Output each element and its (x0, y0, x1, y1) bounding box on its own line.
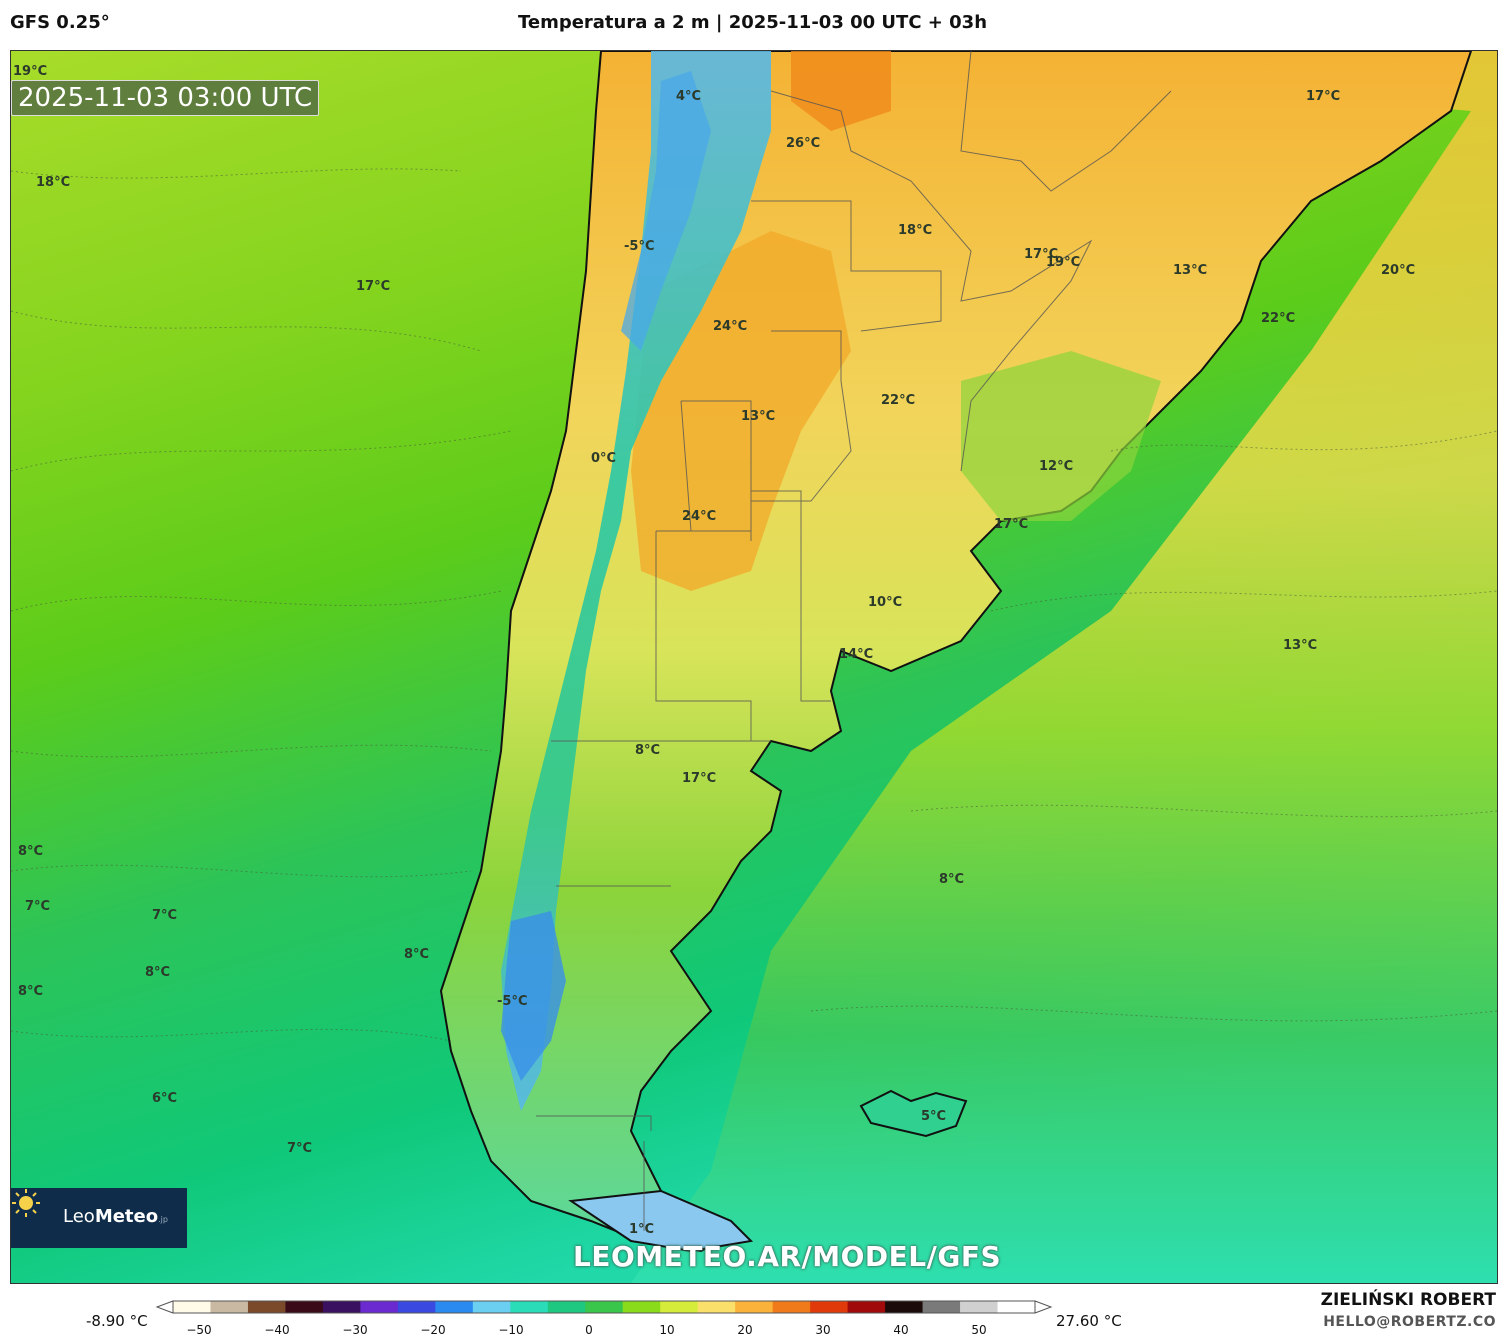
temp-label: 24°C (713, 319, 748, 334)
colorbar-left-arrow (155, 1300, 174, 1314)
colorbar-min: -8.90 °C (86, 1312, 148, 1330)
temp-label: 6°C (152, 1091, 178, 1106)
colorbar-swatch (735, 1301, 774, 1313)
atlantic-ocean (631, 51, 1497, 1283)
colorbar-swatch (397, 1301, 436, 1313)
falkland-islands (859, 1089, 968, 1138)
colorbar-tick-label: 40 (893, 1323, 909, 1337)
temp-label: -5°C (497, 994, 528, 1009)
colorbar-swatch (885, 1301, 924, 1313)
valid-time-badge: 2025-11-03 03:00 UTC (11, 80, 320, 116)
temp-label: 17°C (356, 279, 391, 294)
temp-label: 8°C (18, 984, 44, 999)
author-email: HELLO@ROBERTZ.CO (1323, 1314, 1496, 1330)
colorbar-tick-label: 10 (659, 1323, 675, 1337)
colorbar-swatch (772, 1301, 811, 1313)
colorbar-swatch (435, 1301, 474, 1313)
map-title: Temperatura a 2 m | 2025-11-03 00 UTC + … (517, 12, 988, 33)
temp-label: 13°C (1283, 638, 1318, 653)
logo-text: LeoMeteo.jp (63, 1206, 168, 1227)
colorbar-outline (172, 1300, 1036, 1314)
temp-label: 14°C (839, 647, 874, 662)
watermark-url: LEOMETEO.AR/MODEL/GFS (573, 1240, 1002, 1273)
temp-label: 17°C (1306, 89, 1341, 104)
temp-label: 26°C (786, 136, 821, 151)
colorbar-swatch (922, 1301, 961, 1313)
colorbar-tick-label: 0 (585, 1323, 593, 1337)
temp-label: 13°C (741, 409, 776, 424)
colorbar-swatch (847, 1301, 886, 1313)
temp-label: 19°C (13, 64, 48, 79)
colorbar-tick-label: −40 (264, 1323, 290, 1337)
tierra-del-fuego (568, 1189, 754, 1253)
colorbar-swatch (547, 1301, 586, 1313)
colorbar-tick-label: 30 (815, 1323, 831, 1337)
temp-label: 8°C (145, 965, 171, 980)
temp-label: 0°C (591, 451, 617, 466)
temp-label: 17°C (682, 771, 717, 786)
colorbar-swatch (285, 1301, 324, 1313)
borders (536, 51, 1172, 1231)
colorbar-right-arrow (1034, 1300, 1053, 1314)
colorbar-max: 27.60 °C (1056, 1312, 1122, 1330)
colorbar-swatch (173, 1301, 211, 1313)
colorbar (155, 1300, 1053, 1314)
temp-label: 12°C (1039, 459, 1074, 474)
temp-label: 18°C (898, 223, 933, 238)
temp-label: 17°C (994, 517, 1029, 532)
temp-label: 7°C (152, 908, 178, 923)
colorbar-tick-label: −30 (342, 1323, 368, 1337)
colorbar-swatch (960, 1301, 999, 1313)
temp-label: 20°C (1381, 263, 1416, 278)
temp-label: 22°C (881, 393, 916, 408)
colorbar-swatch (622, 1301, 661, 1313)
temp-label: 10°C (868, 595, 903, 610)
isotherms (11, 168, 1497, 1042)
temp-label: 18°C (36, 175, 71, 190)
colorbar-swatch (472, 1301, 511, 1313)
colorbar-tick-label: −20 (420, 1323, 446, 1337)
temp-label: 22°C (1261, 311, 1296, 326)
colorbar-swatch (247, 1301, 286, 1313)
colorbar-tick-label: −10 (498, 1323, 524, 1337)
temp-label: 8°C (404, 947, 430, 962)
colorbar-swatch (997, 1301, 1036, 1313)
colorbar-swatch (810, 1301, 849, 1313)
temp-label: -5°C (624, 239, 655, 254)
leometeo-logo[interactable]: LeoMeteo.jp (11, 1188, 187, 1248)
temp-label: 7°C (287, 1141, 313, 1156)
temp-label: 24°C (682, 509, 717, 524)
temp-label: 17°C (1024, 247, 1059, 262)
colorbar-swatch (660, 1301, 699, 1313)
model-label: GFS 0.25° (10, 12, 110, 33)
colorbar-swatch (585, 1301, 624, 1313)
temp-label: 8°C (939, 872, 965, 887)
sun-icon (12, 1189, 40, 1217)
temp-label: 5°C (921, 1109, 947, 1124)
colorbar-tick-label: 50 (971, 1323, 987, 1337)
temperature-map: 2025-11-03 03:00 UTC 19°C 18°C 17°C 4°C … (10, 50, 1498, 1284)
colorbar-tick-label: 20 (737, 1323, 753, 1337)
temp-label: 8°C (18, 844, 44, 859)
temp-label: 19°C (1046, 255, 1081, 270)
colorbar-tick-label: −50 (186, 1323, 212, 1337)
temp-label: 4°C (676, 89, 702, 104)
colorbar-swatch (697, 1301, 736, 1313)
colorbar-swatch (360, 1301, 399, 1313)
colorbar-swatch (322, 1301, 361, 1313)
temp-label: 13°C (1173, 263, 1208, 278)
andes-peaks (621, 71, 711, 351)
temp-label: 1°C (629, 1222, 655, 1237)
temp-label: 7°C (25, 899, 51, 914)
uruguay-region (961, 351, 1161, 521)
colorbar-swatch (210, 1301, 249, 1313)
author-name: ZIELIŃSKI ROBERT (1320, 1290, 1496, 1310)
map-canvas (11, 51, 1497, 1283)
temp-label: 8°C (635, 743, 661, 758)
colorbar-swatch (510, 1301, 549, 1313)
hot-region (791, 51, 891, 131)
patagonian-icefield (501, 911, 566, 1081)
